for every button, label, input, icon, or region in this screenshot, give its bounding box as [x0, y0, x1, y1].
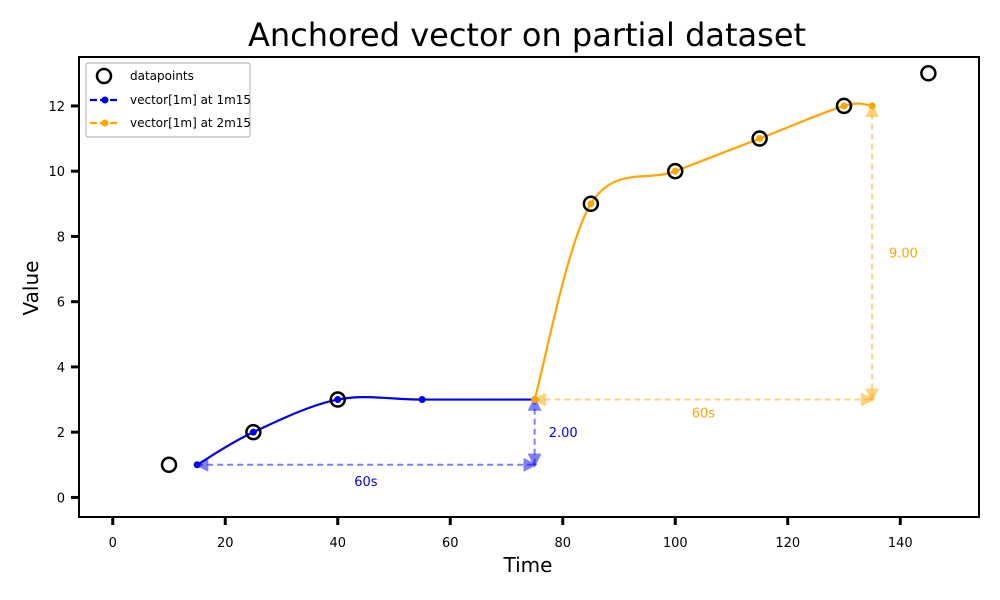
legend-box: [85, 62, 251, 138]
datapoint-marker: [835, 97, 853, 115]
legend-series-marker: [101, 119, 109, 127]
plot-area: 0 20 40 60 80 100 120 140 0 2 4 6 8 10 12 60s 2.00 60s 9.0…: [48, 56, 980, 551]
y-axis-label: Value: [19, 261, 43, 316]
x-tick-label: 60: [442, 536, 459, 551]
legend-label: vector[1m] at 1m15: [130, 93, 251, 107]
annotation-label: 2.00: [549, 426, 578, 441]
datapoint-marker: [329, 391, 346, 408]
legend-label: vector[1m] at 2m15: [130, 116, 251, 130]
y-tick-label: 12: [48, 100, 65, 115]
series-point: [756, 135, 764, 143]
datapoint-marker: [582, 195, 600, 213]
series-line: [533, 102, 873, 400]
legend-series-marker: [101, 96, 109, 104]
series-point: [249, 428, 257, 436]
x-tick-label: 0: [109, 536, 117, 551]
y-tick-label: 8: [57, 230, 65, 245]
series-point: [531, 396, 539, 404]
annotation-label: 9.00: [889, 247, 918, 262]
legend: datapoints vector[1m] at 1m15 vector[1m] a…: [85, 62, 251, 138]
series-point: [868, 102, 876, 110]
y-tick-label: 2: [57, 426, 65, 441]
y-tick-label: 4: [57, 361, 65, 376]
series-point: [418, 396, 426, 404]
plot-frame: [78, 56, 980, 518]
chart-title: Anchored vector on partial dataset: [248, 16, 806, 54]
annotation-label: 60s: [354, 475, 378, 490]
y-tick-label: 0: [57, 491, 65, 506]
x-tick-label: 120: [775, 536, 800, 551]
series-point: [671, 167, 679, 175]
y-tick-label: 10: [48, 165, 65, 180]
x-tick-label: 20: [217, 536, 234, 551]
annotation-label: 60s: [692, 407, 716, 422]
series-point: [334, 396, 342, 404]
datapoint-marker: [667, 162, 684, 180]
x-tick-label: 80: [554, 536, 571, 551]
series-point: [193, 461, 201, 469]
legend-label: datapoints: [130, 69, 194, 83]
x-tick-label: 40: [329, 536, 346, 551]
legend-datapoints-marker: [95, 67, 113, 85]
x-tick-label: 140: [888, 536, 913, 551]
x-axis-label: Time: [503, 553, 553, 577]
datapoint-marker: [245, 423, 262, 441]
x-tick-label: 100: [663, 536, 688, 551]
y-tick-label: 6: [57, 296, 65, 311]
datapoint-marker: [160, 456, 178, 474]
series-point: [587, 200, 595, 208]
datapoint-marker: [920, 65, 937, 82]
series-point: [840, 102, 848, 110]
datapoint-marker: [751, 130, 768, 147]
